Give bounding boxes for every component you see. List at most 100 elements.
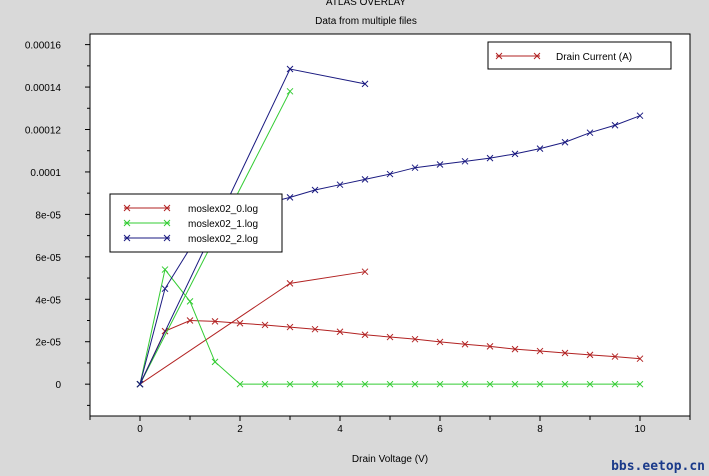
- x-tick-label: 6: [437, 424, 443, 435]
- data-point: [336, 328, 344, 336]
- data-point: [461, 380, 469, 388]
- data-point: [123, 204, 131, 212]
- y-tick-label: 0.00014: [25, 83, 62, 94]
- data-point: [536, 347, 544, 355]
- data-point: [461, 157, 469, 165]
- data-point: [436, 161, 444, 168]
- data-point: [286, 380, 294, 388]
- series-moslex02-2-log: [136, 65, 369, 388]
- data-point: [511, 380, 519, 388]
- y-tick-label: 0.0001: [30, 168, 61, 179]
- x-axis-label: Drain Voltage (V): [352, 454, 428, 465]
- x-axis: 0 2 4 6 8 10: [89, 416, 691, 435]
- x-tick-label: 2: [237, 424, 243, 435]
- data-point: [411, 380, 419, 388]
- data-point: [636, 380, 644, 388]
- data-point: [261, 380, 269, 388]
- y-tick-label: 4e-05: [35, 295, 61, 306]
- data-point: [361, 268, 369, 276]
- watermark: bbs.eetop.cn: [611, 459, 705, 474]
- chart-title: ATLAS OVERLAY: [326, 0, 407, 8]
- legend-top: Drain Current (A): [487, 41, 672, 70]
- y-tick-label: 0.00016: [25, 41, 62, 52]
- y-tick-label: 0.00012: [25, 126, 62, 137]
- data-point: [486, 343, 494, 350]
- data-point: [636, 355, 644, 363]
- data-point: [336, 380, 344, 388]
- data-point: [136, 380, 144, 388]
- data-point: [123, 219, 131, 227]
- data-point: [286, 280, 294, 287]
- data-point: [586, 380, 594, 388]
- data-point: [436, 338, 444, 346]
- y-tick-label: 6e-05: [35, 253, 61, 264]
- data-point: [286, 87, 294, 95]
- data-point: [361, 176, 369, 183]
- legend-label: moslex02_0.log: [188, 204, 258, 215]
- x-tick-label: 4: [337, 424, 343, 435]
- legend-label: Drain Current (A): [556, 52, 632, 63]
- data-point: [436, 380, 444, 388]
- data-point: [286, 194, 294, 201]
- data-point: [486, 380, 494, 388]
- data-point: [163, 219, 171, 227]
- data-point: [411, 164, 419, 172]
- data-point: [161, 285, 169, 293]
- data-point: [561, 138, 569, 146]
- data-point: [486, 154, 494, 162]
- data-point: [511, 345, 519, 353]
- x-tick-label: 10: [634, 424, 646, 435]
- y-axis: 0 2e-05 4e-05 6e-05 8e-05 0.0001 0.00012 0.0001…: [25, 41, 90, 406]
- legend-files: moslex02_0.log moslex02_1.log moslex02_2.l…: [109, 193, 283, 253]
- legend-entry: moslex02_2.log: [123, 234, 258, 245]
- data-point: [186, 298, 194, 305]
- y-tick-label: 8e-05: [35, 210, 61, 221]
- legend-entry: moslex02_0.log: [123, 204, 258, 215]
- data-point: [586, 129, 594, 137]
- data-point: [236, 319, 244, 327]
- data-point: [561, 349, 569, 357]
- data-point: [311, 186, 319, 194]
- data-point: [123, 234, 131, 242]
- data-point: [461, 340, 469, 348]
- data-point: [163, 204, 171, 212]
- data-point: [386, 380, 394, 388]
- data-point: [286, 323, 294, 331]
- data-point: [611, 353, 619, 360]
- data-point: [361, 80, 369, 88]
- data-point: [336, 181, 344, 189]
- data-point: [386, 170, 394, 178]
- data-point: [561, 380, 569, 388]
- data-point: [511, 150, 519, 158]
- data-point: [533, 52, 541, 60]
- data-point: [186, 317, 194, 324]
- chart-subtitle: Data from multiple files: [315, 16, 417, 27]
- data-point: [536, 145, 544, 152]
- data-point: [586, 351, 594, 359]
- data-point: [536, 380, 544, 388]
- data-point: [236, 380, 244, 388]
- legend-label: moslex02_1.log: [188, 219, 258, 230]
- data-point: [163, 234, 171, 242]
- data-point: [311, 380, 319, 388]
- data-point: [161, 266, 169, 273]
- data-point: [611, 121, 619, 129]
- data-point: [495, 52, 503, 60]
- data-point: [361, 331, 369, 339]
- legend-entry: moslex02_1.log: [123, 219, 258, 230]
- y-tick-label: 2e-05: [35, 338, 61, 349]
- data-point: [261, 321, 269, 329]
- y-tick-label: 0: [55, 380, 61, 391]
- data-point: [211, 358, 219, 366]
- x-tick-label: 0: [137, 424, 143, 435]
- data-point: [211, 317, 219, 325]
- data-point: [611, 380, 619, 388]
- data-point: [636, 112, 644, 120]
- legend-label: moslex02_2.log: [188, 234, 258, 245]
- x-tick-label: 8: [537, 424, 543, 435]
- data-point: [361, 380, 369, 388]
- data-point: [411, 335, 419, 343]
- data-point: [386, 333, 394, 341]
- legend-entry: Drain Current (A): [495, 52, 632, 63]
